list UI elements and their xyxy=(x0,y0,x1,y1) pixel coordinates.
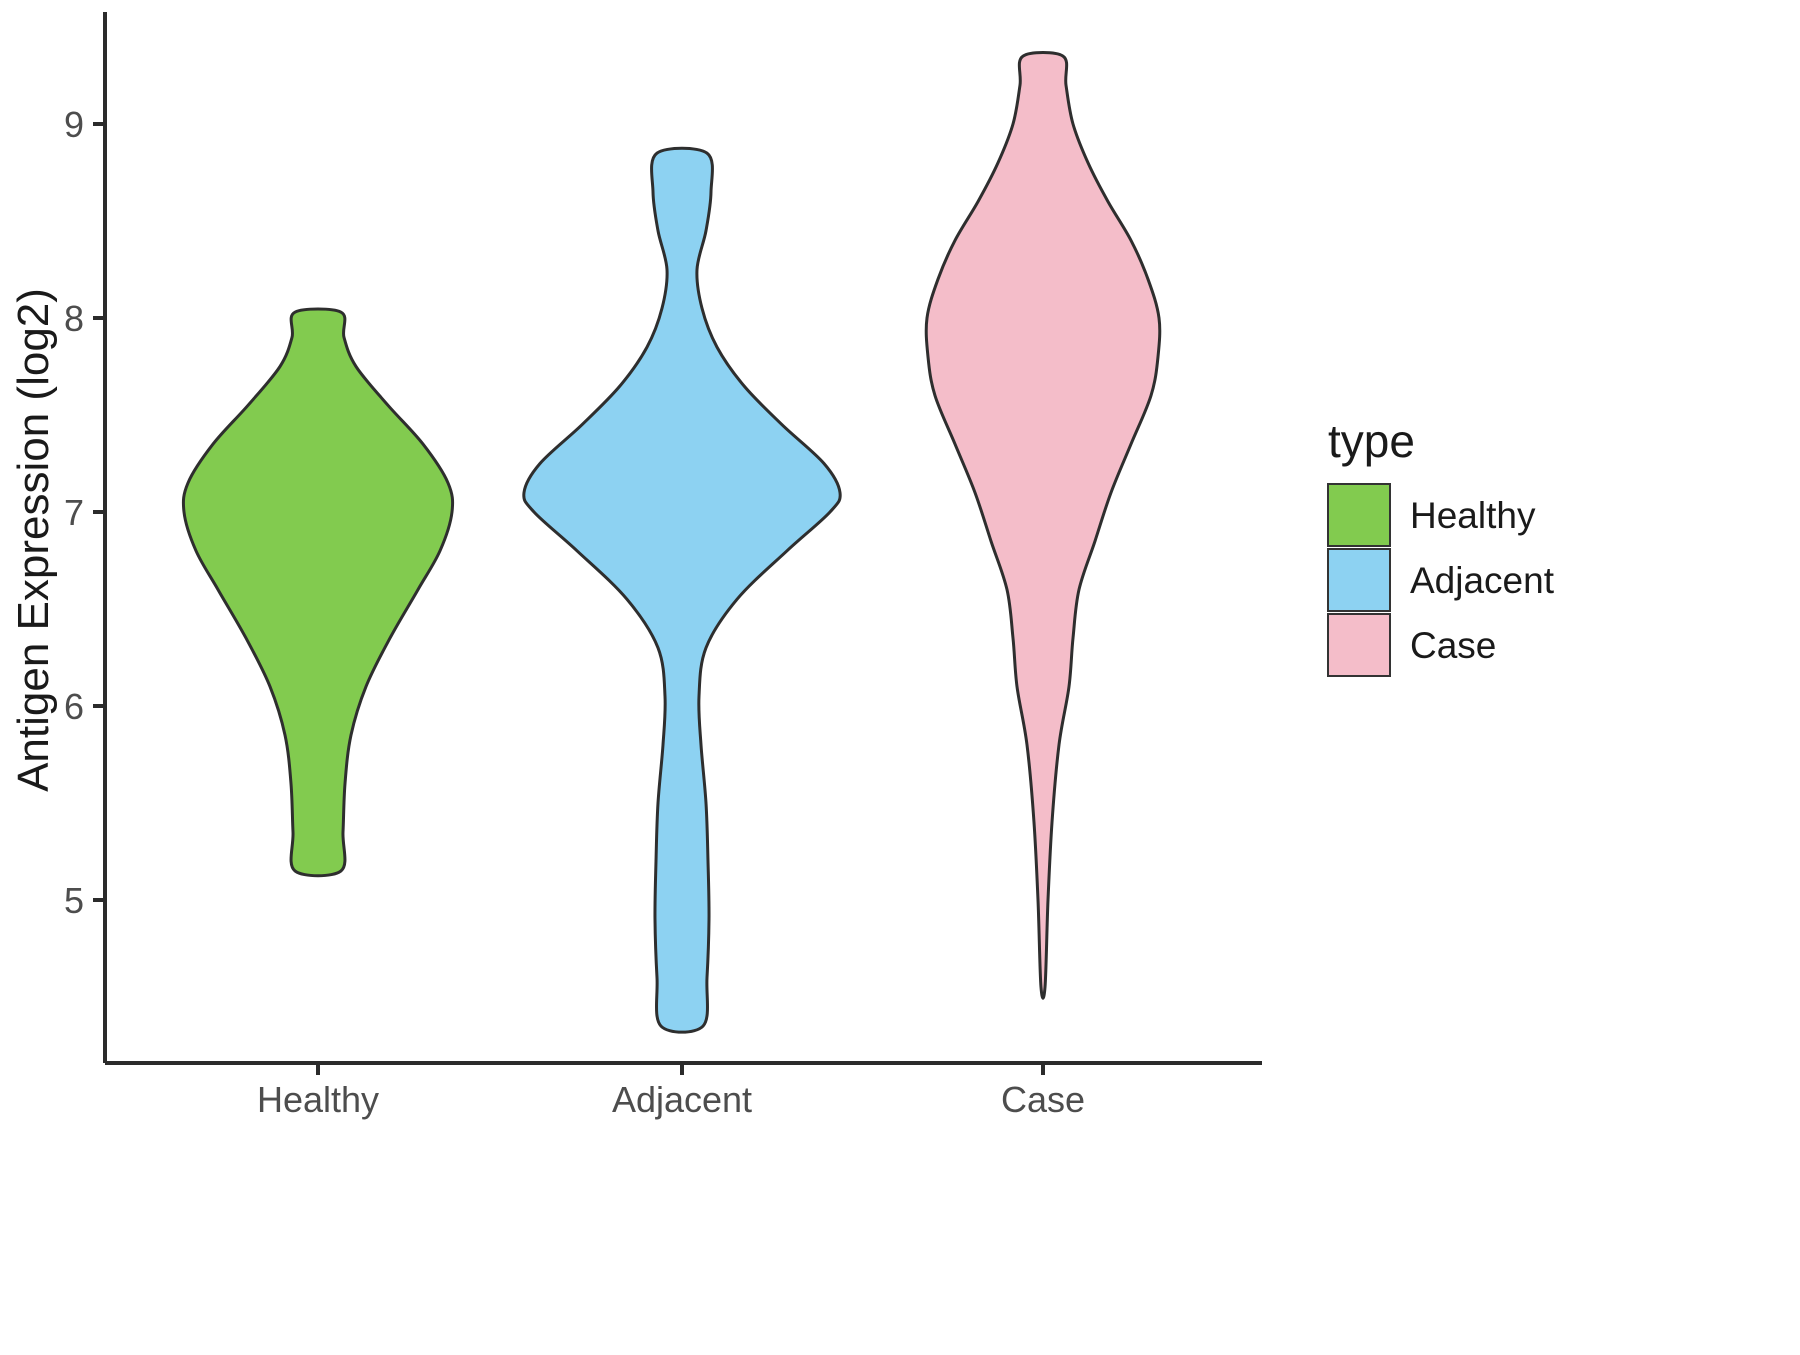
legend-entries: Healthy Adjacent Case xyxy=(1327,483,1555,677)
y-tick-label: 8 xyxy=(64,298,84,339)
violins-group xyxy=(181,51,1162,1034)
y-tick-label: 5 xyxy=(64,880,84,921)
y-tick-label: 6 xyxy=(64,686,84,727)
legend-title: type xyxy=(1328,415,1415,467)
x-tick-label-healthy: Healthy xyxy=(257,1079,379,1120)
y-axis-ticks: 5 6 7 8 9 xyxy=(64,104,105,921)
x-axis-ticks: Healthy Adjacent Case xyxy=(257,1063,1085,1120)
legend-label-case: Case xyxy=(1410,625,1496,666)
violin-healthy xyxy=(181,307,455,878)
y-tick-label: 9 xyxy=(64,104,84,145)
legend-key-healthy xyxy=(1327,483,1391,547)
legend-label-adjacent: Adjacent xyxy=(1410,560,1555,601)
legend-key-adjacent xyxy=(1327,548,1391,612)
legend-label-healthy: Healthy xyxy=(1410,495,1536,536)
x-tick-label-adjacent: Adjacent xyxy=(612,1079,752,1120)
x-tick-label-case: Case xyxy=(1001,1079,1085,1120)
violin-adjacent xyxy=(522,146,842,1034)
y-axis-title: Antigen Expression (log2) xyxy=(9,288,58,792)
legend: type Healthy Adjacent Case xyxy=(1327,415,1555,677)
y-tick-label: 7 xyxy=(64,492,84,533)
violin-case xyxy=(924,51,1162,1000)
legend-key-case xyxy=(1327,613,1391,677)
